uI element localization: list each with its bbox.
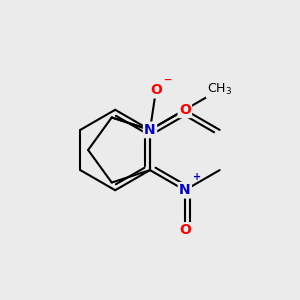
Text: N: N bbox=[179, 183, 190, 197]
Text: CH$_3$: CH$_3$ bbox=[207, 82, 232, 97]
Text: O: O bbox=[179, 224, 191, 237]
Text: O: O bbox=[150, 83, 162, 97]
Text: O: O bbox=[179, 103, 191, 117]
Text: N: N bbox=[144, 123, 156, 137]
Text: +: + bbox=[193, 172, 201, 182]
Text: −: − bbox=[164, 74, 172, 85]
